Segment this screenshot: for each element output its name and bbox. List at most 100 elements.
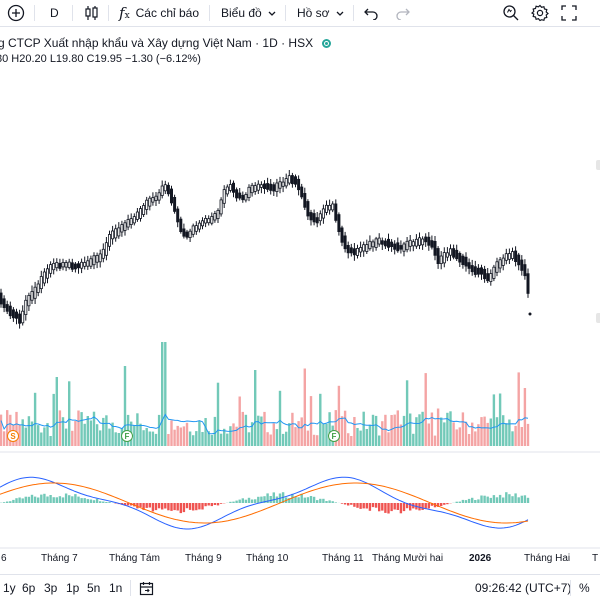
volume-bar — [384, 415, 386, 446]
clock-readout[interactable]: 09:26:42 (UTC+7) — [475, 575, 571, 601]
volume-bar — [161, 342, 163, 446]
macd-histogram-bar — [468, 499, 470, 503]
candle-body — [170, 189, 172, 203]
macd-histogram-bar — [505, 492, 507, 503]
candle-body — [43, 272, 45, 283]
macd-histogram-bar — [496, 497, 498, 503]
volume-bar — [363, 412, 365, 446]
macd-histogram-bar — [152, 503, 154, 511]
range-1m-button[interactable]: 1p — [66, 575, 79, 601]
range-label: 6p — [22, 581, 35, 595]
range-5d-button[interactable]: 5n — [87, 575, 100, 601]
candle-body — [9, 306, 11, 316]
macd-histogram-bar — [514, 493, 516, 503]
macd-histogram-bar — [443, 503, 445, 505]
macd-histogram-bar — [480, 496, 482, 504]
volume-bar — [164, 342, 166, 446]
volume-bar — [406, 380, 408, 446]
volume-bar — [80, 412, 82, 446]
split-marker[interactable]: S — [7, 430, 19, 442]
macd-histogram-bar — [307, 497, 309, 503]
range-3m-button[interactable]: 3p — [44, 575, 57, 601]
candle-body — [406, 241, 408, 249]
macd-histogram-bar — [335, 502, 337, 503]
percent-scale-button[interactable]: % — [579, 575, 590, 601]
macd-histogram-bar — [487, 497, 489, 503]
candle-body — [149, 198, 151, 206]
volume-bar — [443, 422, 445, 446]
candle-body — [77, 264, 79, 268]
volume-bar — [87, 416, 89, 446]
volume-bar — [149, 432, 151, 447]
candle-body — [511, 252, 513, 259]
volume-bar — [22, 419, 24, 446]
calendar-icon[interactable] — [139, 575, 154, 601]
candle-body — [381, 241, 383, 245]
candle-body — [3, 299, 5, 308]
marker-letter: F — [332, 432, 337, 441]
volume-bar — [524, 388, 526, 446]
candle-body — [291, 176, 293, 184]
candle-body — [174, 197, 176, 211]
volume-bar — [356, 428, 358, 446]
candle-body — [378, 238, 380, 244]
macd-histogram-bar — [239, 500, 241, 503]
candle-body — [434, 241, 436, 255]
macd-histogram-bar — [397, 503, 399, 510]
macd-histogram-bar — [31, 495, 33, 503]
range-6m-button[interactable]: 6p — [22, 575, 35, 601]
macd-histogram-bar — [211, 503, 213, 506]
candle-body — [428, 237, 430, 245]
macd-histogram-bar — [93, 500, 95, 503]
macd-histogram-bar — [471, 498, 473, 503]
macd-histogram-bar — [90, 500, 92, 504]
volume-bar — [260, 417, 262, 447]
volume-bar — [180, 428, 182, 447]
candle-body — [50, 265, 52, 274]
range-1d-button[interactable]: 1n — [109, 575, 122, 601]
candle-body — [59, 263, 61, 268]
candle-body — [347, 245, 349, 252]
volume-bar — [186, 423, 188, 446]
volume-bar — [40, 433, 42, 447]
range-1y-button[interactable]: 1y — [3, 575, 16, 601]
volume-bar — [211, 435, 213, 446]
volume-bar — [456, 429, 458, 446]
time-axis-label: Tháng 9 — [185, 553, 222, 564]
volume-bar — [257, 416, 259, 446]
volume-bar — [366, 429, 368, 446]
financials-marker[interactable]: F — [328, 430, 340, 442]
candle-body — [496, 262, 498, 273]
candle-body — [22, 311, 24, 323]
volume-bar — [397, 410, 399, 446]
candle-body — [146, 200, 148, 209]
candle-body — [329, 205, 331, 210]
volume-bar — [505, 423, 507, 446]
candle-body — [143, 206, 145, 215]
candle-body — [462, 256, 464, 265]
macd-pane — [0, 477, 529, 529]
candle-body — [263, 184, 265, 189]
price-chart[interactable] — [0, 0, 600, 574]
volume-bar — [158, 415, 160, 446]
macd-histogram-bar — [214, 503, 216, 505]
range-label: 5n — [87, 581, 100, 595]
volume-bar — [527, 424, 529, 446]
macd-histogram-bar — [62, 497, 64, 503]
candle-body — [201, 221, 203, 226]
macd-histogram-bar — [273, 492, 275, 503]
volume-bar — [499, 394, 501, 447]
time-axis-label: Tháng Hai — [524, 553, 570, 564]
time-axis-label: Tháng 7 — [41, 553, 78, 564]
candle-body — [34, 287, 36, 298]
macd-histogram-bar — [77, 497, 79, 503]
financials-marker[interactable]: F — [121, 430, 133, 442]
macd-histogram-bar — [394, 503, 396, 510]
toolbar-divider — [570, 580, 571, 596]
macd-histogram-bar — [483, 496, 485, 503]
candle-body — [136, 212, 138, 219]
candle-body — [316, 218, 318, 223]
candle-body — [87, 261, 89, 266]
macd-histogram-bar — [22, 498, 24, 503]
volume-bar — [183, 426, 185, 446]
